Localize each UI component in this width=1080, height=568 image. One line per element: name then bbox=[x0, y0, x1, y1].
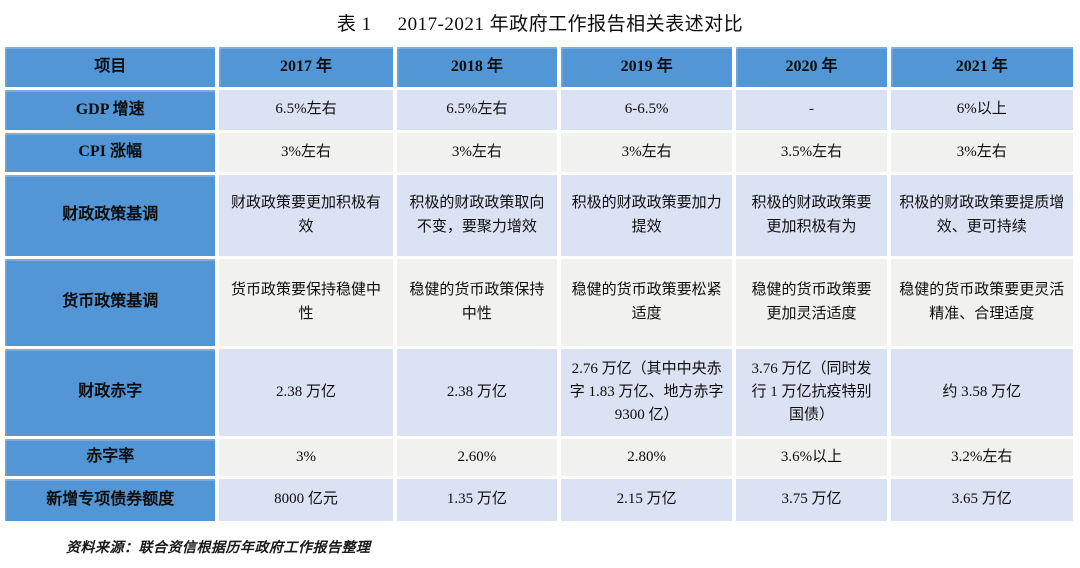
comparison-table: 项目 2017 年 2018 年 2019 年 2020 年 2021 年 GD… bbox=[1, 44, 1077, 524]
cell-cpi-2019: 3%左右 bbox=[561, 133, 733, 172]
cell-deficit-ratio-2019: 2.80% bbox=[561, 439, 733, 476]
table-row-fiscal-deficit: 财政赤字 2.38 万亿 2.38 万亿 2.76 万亿（其中中央赤字 1.83… bbox=[5, 349, 1073, 436]
row-header-deficit-ratio: 赤字率 bbox=[5, 439, 216, 476]
row-header-gdp: GDP 增速 bbox=[5, 90, 216, 130]
cell-deficit-ratio-2018: 2.60% bbox=[396, 439, 558, 476]
cell-fiscal-policy-2021: 积极的财政政策要提质增效、更可持续 bbox=[890, 175, 1073, 256]
cell-fiscal-deficit-2019: 2.76 万亿（其中中央赤字 1.83 万亿、地方赤字 9300 亿） bbox=[561, 349, 733, 436]
cell-fiscal-deficit-2018: 2.38 万亿 bbox=[396, 349, 558, 436]
table-row-special-bonds: 新增专项债券额度 8000 亿元 1.35 万亿 2.15 万亿 3.75 万亿… bbox=[5, 479, 1073, 521]
row-header-fiscal-policy: 财政政策基调 bbox=[5, 175, 216, 256]
row-header-special-bonds: 新增专项债券额度 bbox=[5, 479, 216, 521]
cell-gdp-2018: 6.5%左右 bbox=[396, 90, 558, 130]
table-row-gdp: GDP 增速 6.5%左右 6.5%左右 6-6.5% - 6%以上 bbox=[5, 90, 1073, 130]
row-header-fiscal-deficit: 财政赤字 bbox=[5, 349, 216, 436]
cell-cpi-2020: 3.5%左右 bbox=[736, 133, 887, 172]
cell-cpi-2017: 3%左右 bbox=[219, 133, 393, 172]
column-header-item: 项目 bbox=[5, 47, 216, 87]
column-header-2017: 2017 年 bbox=[219, 47, 393, 87]
table-row-monetary-policy: 货币政策基调 货币政策要保持稳健中性 稳健的货币政策保持中性 稳健的货币政策要松… bbox=[5, 259, 1073, 346]
table-number: 表 1 bbox=[336, 14, 372, 35]
cell-deficit-ratio-2021: 3.2%左右 bbox=[890, 439, 1073, 476]
cell-cpi-2018: 3%左右 bbox=[396, 133, 558, 172]
cell-deficit-ratio-2017: 3% bbox=[219, 439, 393, 476]
cell-fiscal-policy-2017: 财政政策要更加积极有效 bbox=[219, 175, 393, 256]
cell-gdp-2019: 6-6.5% bbox=[561, 90, 733, 130]
cell-special-bonds-2017: 8000 亿元 bbox=[219, 479, 393, 521]
column-header-2020: 2020 年 bbox=[736, 47, 887, 87]
cell-special-bonds-2018: 1.35 万亿 bbox=[396, 479, 558, 521]
row-header-monetary-policy: 货币政策基调 bbox=[5, 259, 216, 346]
cell-fiscal-policy-2019: 积极的财政政策要加力提效 bbox=[561, 175, 733, 256]
cell-fiscal-policy-2018: 积极的财政政策取向不变，要聚力增效 bbox=[396, 175, 558, 256]
source-note: 资料来源：联合资信根据历年政府工作报告整理 bbox=[66, 541, 371, 556]
cell-fiscal-deficit-2017: 2.38 万亿 bbox=[219, 349, 393, 436]
table-title: 表 1 2017-2021 年政府工作报告相关表述对比 bbox=[0, 9, 1080, 36]
cell-fiscal-deficit-2021: 约 3.58 万亿 bbox=[890, 349, 1073, 436]
cell-deficit-ratio-2020: 3.6%以上 bbox=[736, 439, 887, 476]
cell-monetary-policy-2017: 货币政策要保持稳健中性 bbox=[219, 259, 393, 346]
table-row-deficit-ratio: 赤字率 3% 2.60% 2.80% 3.6%以上 3.2%左右 bbox=[5, 439, 1073, 476]
cell-special-bonds-2020: 3.75 万亿 bbox=[736, 479, 887, 521]
cell-fiscal-deficit-2020: 3.76 万亿（同时发行 1 万亿抗疫特别国债） bbox=[736, 349, 887, 436]
cell-monetary-policy-2019: 稳健的货币政策要松紧适度 bbox=[561, 259, 733, 346]
cell-monetary-policy-2018: 稳健的货币政策保持中性 bbox=[396, 259, 558, 346]
cell-fiscal-policy-2020: 积极的财政政策要更加积极有为 bbox=[736, 175, 887, 256]
cell-gdp-2020: - bbox=[736, 90, 887, 130]
column-header-2019: 2019 年 bbox=[561, 47, 733, 87]
cell-gdp-2021: 6%以上 bbox=[890, 90, 1073, 130]
column-header-2021: 2021 年 bbox=[890, 47, 1073, 87]
table-title-text: 2017-2021 年政府工作报告相关表述对比 bbox=[397, 14, 744, 35]
row-header-cpi: CPI 涨幅 bbox=[5, 133, 216, 172]
cell-gdp-2017: 6.5%左右 bbox=[219, 90, 393, 130]
cell-special-bonds-2019: 2.15 万亿 bbox=[561, 479, 733, 521]
table-row-fiscal-policy: 财政政策基调 财政政策要更加积极有效 积极的财政政策取向不变，要聚力增效 积极的… bbox=[5, 175, 1073, 256]
cell-special-bonds-2021: 3.65 万亿 bbox=[890, 479, 1073, 521]
table-row-cpi: CPI 涨幅 3%左右 3%左右 3%左右 3.5%左右 3%左右 bbox=[5, 133, 1073, 172]
cell-monetary-policy-2021: 稳健的货币政策要更灵活精准、合理适度 bbox=[890, 259, 1073, 346]
header-row: 项目 2017 年 2018 年 2019 年 2020 年 2021 年 bbox=[5, 47, 1073, 87]
column-header-2018: 2018 年 bbox=[396, 47, 558, 87]
cell-monetary-policy-2020: 稳健的货币政策要更加灵活适度 bbox=[736, 259, 887, 346]
cell-cpi-2021: 3%左右 bbox=[890, 133, 1073, 172]
